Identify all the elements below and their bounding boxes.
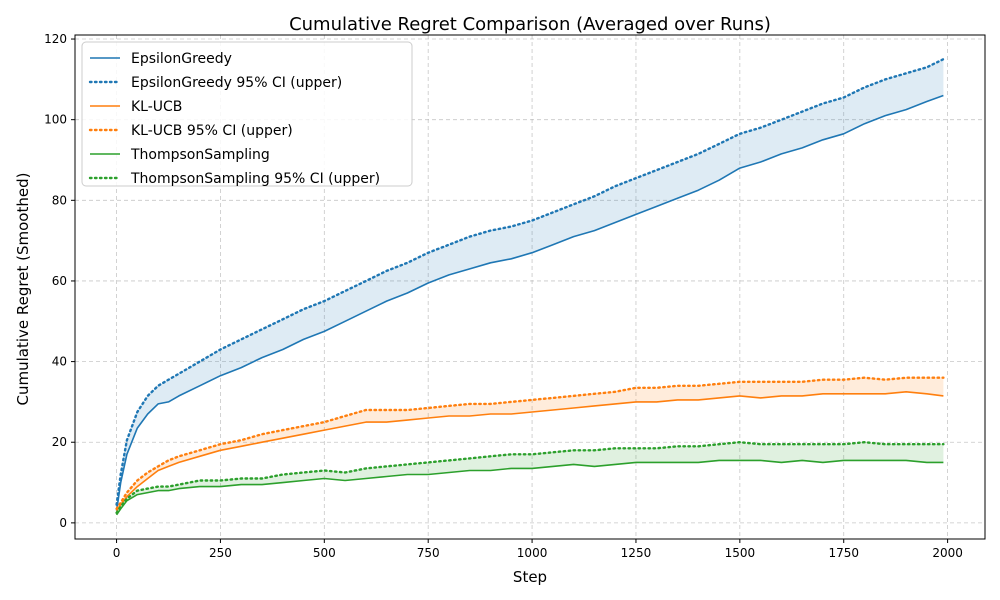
x-tick-label: 500 xyxy=(313,546,336,560)
x-tick-label: 2000 xyxy=(932,546,963,560)
x-tick-label: 1500 xyxy=(725,546,756,560)
x-tick-label: 1250 xyxy=(621,546,652,560)
y-tick-label: 0 xyxy=(59,516,67,530)
y-tick-label: 80 xyxy=(52,193,67,207)
series-mean-line xyxy=(115,94,944,511)
x-tick-label: 750 xyxy=(417,546,440,560)
series-ci-upper-line xyxy=(115,376,945,510)
y-tick-label: 100 xyxy=(44,113,67,127)
legend-label: KL-UCB 95% CI (upper) xyxy=(131,123,293,139)
legend-label: ThompsonSampling 95% CI (upper) xyxy=(130,171,380,187)
series-ci-upper-line xyxy=(115,440,945,514)
y-tick-label: 120 xyxy=(44,32,67,46)
chart-title: Cumulative Regret Comparison (Averaged o… xyxy=(289,14,771,35)
series-mean-line xyxy=(115,459,944,516)
legend-label: ThompsonSampling xyxy=(130,147,270,163)
ci-band xyxy=(116,59,944,511)
series-mean-line xyxy=(115,390,944,512)
y-axis-label: Cumulative Regret (Smoothed) xyxy=(14,173,32,406)
axes-frame xyxy=(74,34,986,540)
x-tick-label: 1000 xyxy=(517,546,548,560)
ci-band xyxy=(116,377,944,511)
legend-box xyxy=(81,41,413,187)
legend-label: KL-UCB xyxy=(131,99,182,115)
y-tick-label: 20 xyxy=(52,435,67,449)
plot-area: 0 250 500 750 1000 1250 1500 1750 2000 0 20 40 60 80 1… xyxy=(44,32,986,560)
x-tick-label: 1750 xyxy=(828,546,859,560)
y-tick-label: 60 xyxy=(52,274,67,288)
legend-label: EpsilonGreedy 95% CI (upper) xyxy=(131,75,342,91)
x-tick-label: 250 xyxy=(209,546,232,560)
legend-label: EpsilonGreedy xyxy=(131,51,232,67)
x-axis-label: Step xyxy=(513,568,547,586)
legend: EpsilonGreedy EpsilonGreedy 95% CI (upper… xyxy=(81,41,413,187)
series-ci-upper-line xyxy=(115,58,945,506)
x-tick-label: 0 xyxy=(113,546,121,560)
y-tick-label: 40 xyxy=(52,355,67,369)
